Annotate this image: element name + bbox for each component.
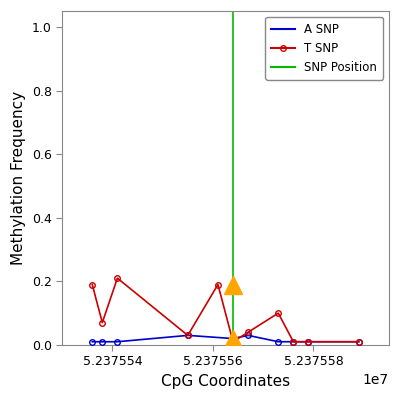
Legend: A SNP, T SNP, SNP Position: A SNP, T SNP, SNP Position bbox=[265, 17, 383, 80]
X-axis label: CpG Coordinates: CpG Coordinates bbox=[161, 374, 290, 389]
Y-axis label: Methylation Frequency: Methylation Frequency bbox=[11, 91, 26, 265]
